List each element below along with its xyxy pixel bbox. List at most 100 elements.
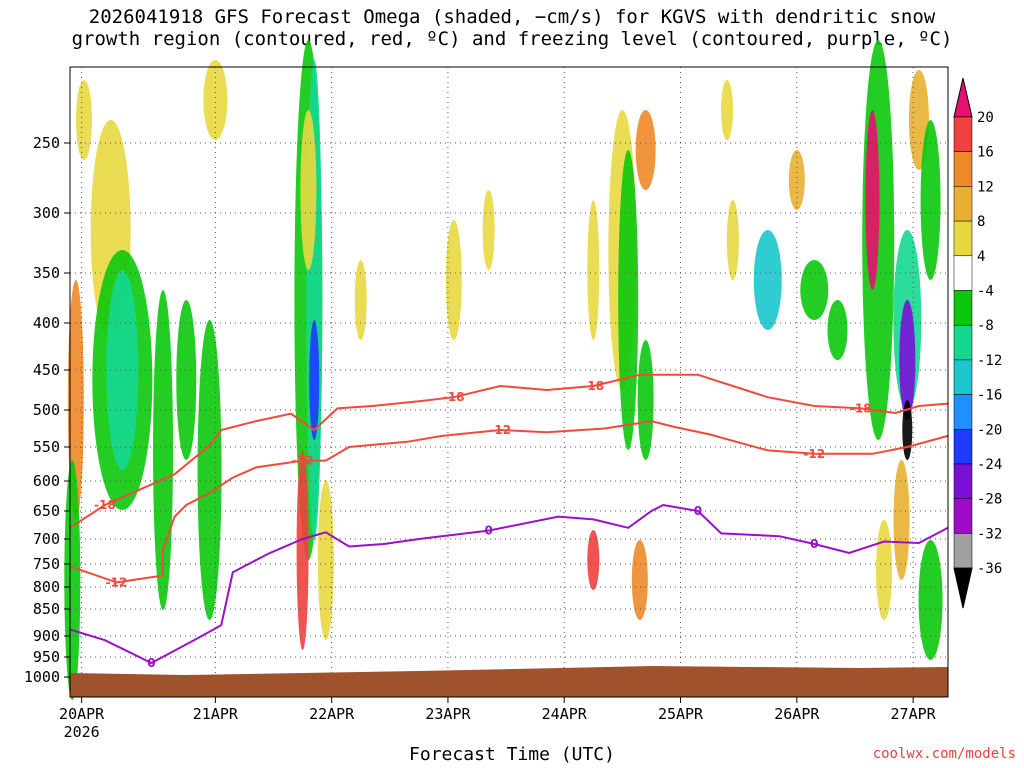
plot-frame xyxy=(69,66,949,698)
omega-blob xyxy=(309,320,320,440)
y-tick-label: 950 xyxy=(33,648,60,666)
freezing-level-label: 0 xyxy=(147,656,155,670)
omega-blob xyxy=(587,200,600,340)
omega-blob xyxy=(918,540,943,660)
contour-minus12-label: -12 xyxy=(106,575,128,589)
y-tick-label: 600 xyxy=(33,472,60,490)
colorbar-label: -12 xyxy=(977,353,1002,369)
colorbar-swatch xyxy=(953,186,973,222)
contour-minus18-label: -18 xyxy=(582,379,604,393)
chart-title: 2026041918 GFS Forecast Omega (shaded, −… xyxy=(0,6,1024,50)
colorbar-swatch xyxy=(953,220,973,257)
x-tick-label: 20APR xyxy=(59,705,105,723)
x-tick-label: 24APR xyxy=(542,705,588,723)
x-tick-label: 23APR xyxy=(425,705,471,723)
omega-blob xyxy=(197,320,222,620)
omega-blob xyxy=(106,270,139,470)
freezing-level-label: 0 xyxy=(694,504,702,518)
colorbar-swatch xyxy=(953,116,973,152)
y-tick-label: 450 xyxy=(33,361,60,379)
colorbar-swatch xyxy=(953,151,973,187)
omega-blob xyxy=(317,480,334,640)
colorbar-label: -8 xyxy=(977,318,994,334)
omega-blob xyxy=(153,290,174,610)
freezing-level-label: 0 xyxy=(484,524,492,538)
y-tick-label: 800 xyxy=(33,578,60,596)
omega-blob xyxy=(296,450,309,650)
colorbar-label: -28 xyxy=(977,492,1002,508)
colorbar-label: -32 xyxy=(977,526,1002,542)
omega-blob xyxy=(800,260,829,320)
freezing-level xyxy=(69,503,949,665)
colorbar-top-arrow xyxy=(953,77,973,118)
x-tick-label: 22APR xyxy=(309,705,355,723)
omega-blob xyxy=(67,280,84,520)
x-axis-label: Forecast Time (UTC) xyxy=(409,744,615,765)
omega-blob xyxy=(203,60,228,140)
omega-blob xyxy=(788,150,805,210)
colorbar-label: 20 xyxy=(977,110,994,126)
colorbar-swatch xyxy=(953,394,973,430)
colorbar-label: -20 xyxy=(977,422,1002,438)
contour-minus12-label: -12 xyxy=(292,454,314,468)
omega-blob xyxy=(902,400,913,460)
contour-minus18-label: -18 xyxy=(850,401,872,415)
omega-shading xyxy=(64,40,943,700)
colorbar-label: 16 xyxy=(977,145,994,161)
x-tick-year: 2026 xyxy=(64,723,100,741)
contour-minus12-label: -12 xyxy=(803,447,825,461)
x-tick-label: 26APR xyxy=(774,705,820,723)
contour-minus12-label: -12 xyxy=(489,423,511,437)
y-tick-label: 850 xyxy=(33,600,60,618)
colorbar: 20 16 12 8 4 -4 -8 -12 -16 -20 -24 -28 -32 -36 xyxy=(953,77,1002,609)
omega-blob xyxy=(865,110,880,290)
omega-blob xyxy=(893,460,910,580)
omega-blob xyxy=(726,200,739,280)
y-tick-label: 500 xyxy=(33,401,60,419)
omega-blob xyxy=(300,110,317,270)
credit-link[interactable]: coolwx.com/models xyxy=(872,746,1016,762)
colorbar-label: -4 xyxy=(977,284,994,300)
ground-surface xyxy=(70,666,948,697)
x-tick-label: 21APR xyxy=(193,705,239,723)
omega-blob xyxy=(587,530,600,590)
freezing-level-label: 0 xyxy=(810,537,818,551)
y-tick-label: 350 xyxy=(33,264,60,282)
omega-blob xyxy=(827,300,848,360)
title-line-1: 2026041918 GFS Forecast Omega (shaded, −… xyxy=(88,6,936,28)
y-tick-label: 900 xyxy=(33,627,60,645)
colorbar-label: 8 xyxy=(977,214,985,230)
y-tick-label: 250 xyxy=(33,134,60,152)
colorbar-swatch xyxy=(953,429,973,465)
omega-blob xyxy=(899,300,916,420)
y-tick-label: 1000 xyxy=(24,668,60,686)
omega-blob xyxy=(920,120,941,280)
omega-blob xyxy=(721,80,734,140)
y-tick-label: 750 xyxy=(33,555,60,573)
y-tick-label: 650 xyxy=(33,502,60,520)
colorbar-swatch xyxy=(953,463,973,499)
omega-blob xyxy=(75,80,92,160)
colorbar-label: 12 xyxy=(977,179,994,195)
omega-blob xyxy=(631,540,648,620)
y-tick-label: 550 xyxy=(33,438,60,456)
colorbar-swatch xyxy=(953,255,973,291)
grid-lines xyxy=(70,67,948,697)
omega-blob xyxy=(354,260,367,340)
colorbar-label: -24 xyxy=(977,457,1002,473)
omega-blob xyxy=(876,520,893,620)
colorbar-swatch xyxy=(953,359,973,395)
colorbar-bottom-arrow xyxy=(953,567,973,609)
omega-blob xyxy=(637,340,654,460)
omega-blob xyxy=(753,230,782,330)
omega-blob xyxy=(176,300,197,460)
colorbar-swatch xyxy=(953,498,973,534)
omega-blob xyxy=(445,220,462,340)
contour-minus18-label: -18 xyxy=(94,498,116,512)
omega-blob xyxy=(618,150,639,450)
contour-minus18 xyxy=(69,373,949,529)
omega-blob xyxy=(64,460,81,700)
x-tick-label: 27APR xyxy=(891,705,937,723)
